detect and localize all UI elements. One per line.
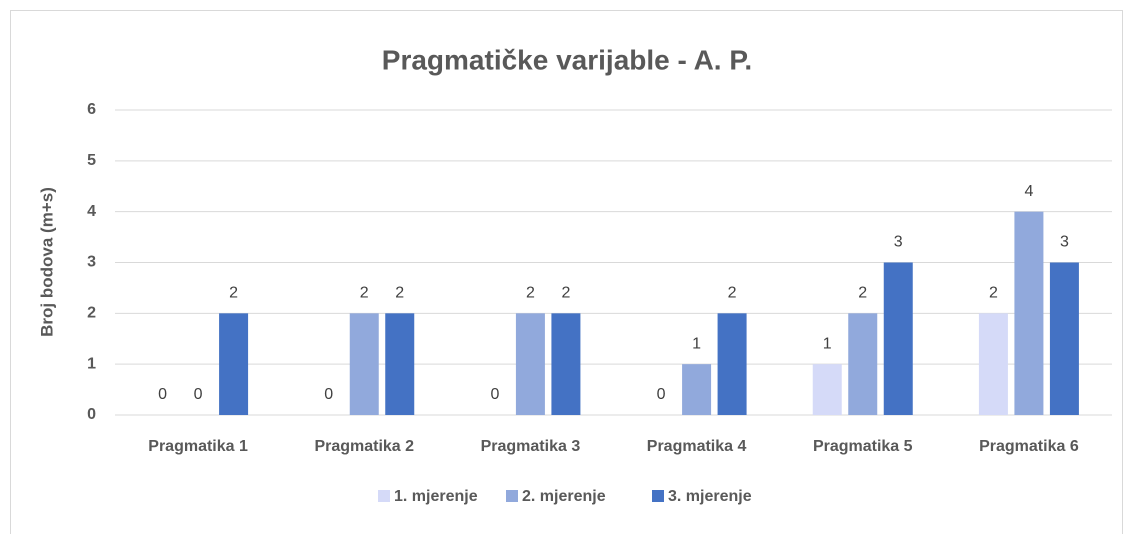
y-axis-label: Broj bodova (m+s) [37, 187, 56, 337]
legend-label: 2. mjerenje [522, 488, 606, 505]
chart-border [10, 10, 1123, 534]
data-label: 0 [657, 386, 666, 403]
bar [682, 364, 712, 415]
data-label: 0 [324, 386, 333, 403]
data-label: 2 [989, 285, 998, 302]
x-tick-label: Pragmatika 2 [314, 438, 414, 455]
data-label: 2 [229, 285, 238, 302]
data-label: 2 [526, 285, 535, 302]
data-label: 0 [490, 386, 499, 403]
legend-swatch [652, 490, 664, 502]
bar [883, 262, 913, 415]
bar [551, 313, 581, 415]
data-label: 2 [561, 285, 570, 302]
legend-swatch [378, 490, 390, 502]
y-tick-label: 3 [87, 254, 96, 271]
data-label: 4 [1024, 183, 1033, 200]
bar [812, 364, 842, 415]
bar [515, 313, 545, 415]
x-tick-label: Pragmatika 5 [813, 438, 913, 455]
legend-swatch [506, 490, 518, 502]
bar [1049, 262, 1079, 415]
bar [717, 313, 747, 415]
data-label: 2 [858, 285, 867, 302]
y-tick-label: 5 [87, 152, 96, 169]
data-label: 2 [395, 285, 404, 302]
bar [219, 313, 249, 415]
y-tick-label: 1 [87, 355, 96, 372]
data-label: 3 [894, 234, 903, 251]
data-label: 0 [158, 386, 167, 403]
data-label: 1 [692, 335, 701, 352]
y-tick-label: 4 [87, 203, 96, 220]
y-tick-label: 6 [87, 101, 96, 118]
data-label: 2 [360, 285, 369, 302]
data-label: 1 [823, 335, 832, 352]
bar [1014, 211, 1044, 415]
bar [349, 313, 379, 415]
bar [978, 313, 1008, 415]
legend-label: 3. mjerenje [668, 488, 752, 505]
bar [385, 313, 415, 415]
data-label: 0 [194, 386, 203, 403]
data-label: 2 [728, 285, 737, 302]
legend-label: 1. mjerenje [394, 488, 478, 505]
data-label: 3 [1060, 234, 1069, 251]
x-tick-label: Pragmatika 6 [979, 438, 1079, 455]
x-tick-label: Pragmatika 3 [481, 438, 581, 455]
chart-title: Pragmatičke varijable - A. P. [382, 44, 752, 75]
y-tick-label: 0 [87, 406, 96, 423]
y-tick-label: 2 [87, 305, 96, 322]
bar [848, 313, 878, 415]
x-tick-label: Pragmatika 4 [647, 438, 747, 455]
x-tick-label: Pragmatika 1 [148, 438, 248, 455]
